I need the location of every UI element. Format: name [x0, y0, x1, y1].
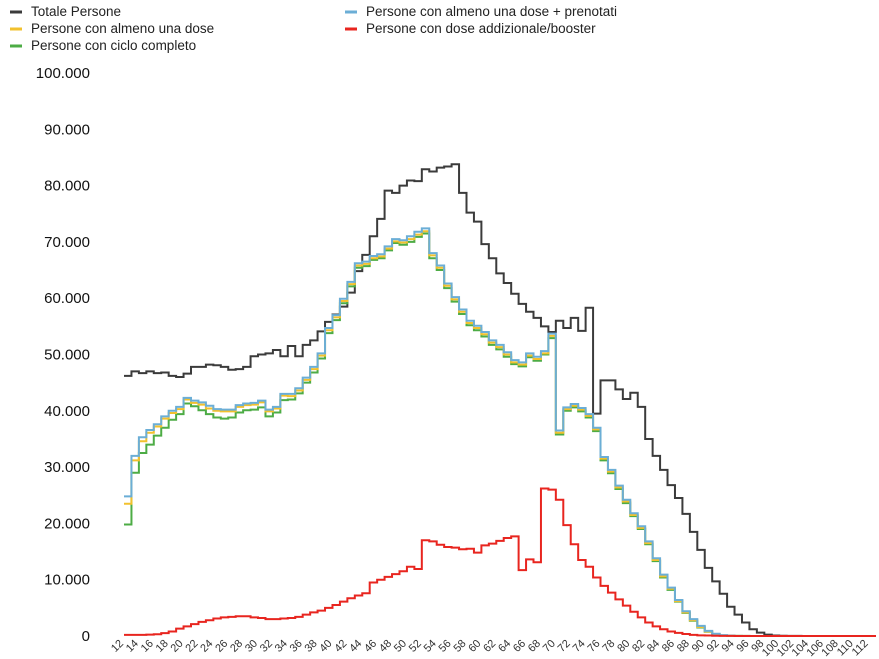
series-line-1	[124, 227, 876, 637]
y-tick-label: 30.000	[44, 459, 90, 476]
y-tick-label: 70.000	[44, 234, 90, 251]
x-tick-label: 112	[850, 638, 871, 659]
series-line-2	[124, 230, 876, 637]
x-axis: 1214161820222426283032343638404244464850…	[109, 638, 871, 659]
y-tick-label: 0	[82, 628, 90, 645]
legend-label: Persone con almeno una dose	[31, 21, 214, 36]
y-tick-label: 20.000	[44, 515, 90, 532]
y-tick-label: 50.000	[44, 347, 90, 364]
series-line-4	[124, 487, 876, 637]
plot-area	[124, 163, 876, 637]
legend-label: Totale Persone	[31, 4, 121, 19]
legend-label: Persone con ciclo completo	[31, 38, 196, 53]
y-axis: 0 10.000 20.000 30.000 40.000 50.000 60.000 70.…	[36, 65, 90, 645]
series-line-0	[124, 163, 876, 637]
y-tick-label: 80.000	[44, 178, 90, 195]
y-tick-label: 40.000	[44, 403, 90, 420]
series-line-3	[124, 232, 876, 637]
legend-label: Persone con dose addizionale/booster	[366, 21, 596, 36]
legend: Totale Persone Persone con almeno una dos…	[10, 4, 617, 53]
legend-label: Persone con almeno una dose + prenotati	[366, 4, 617, 19]
y-tick-label: 100.000	[36, 65, 90, 82]
y-tick-label: 10.000	[44, 572, 90, 589]
y-tick-label: 60.000	[44, 290, 90, 307]
y-tick-label: 90.000	[44, 121, 90, 138]
